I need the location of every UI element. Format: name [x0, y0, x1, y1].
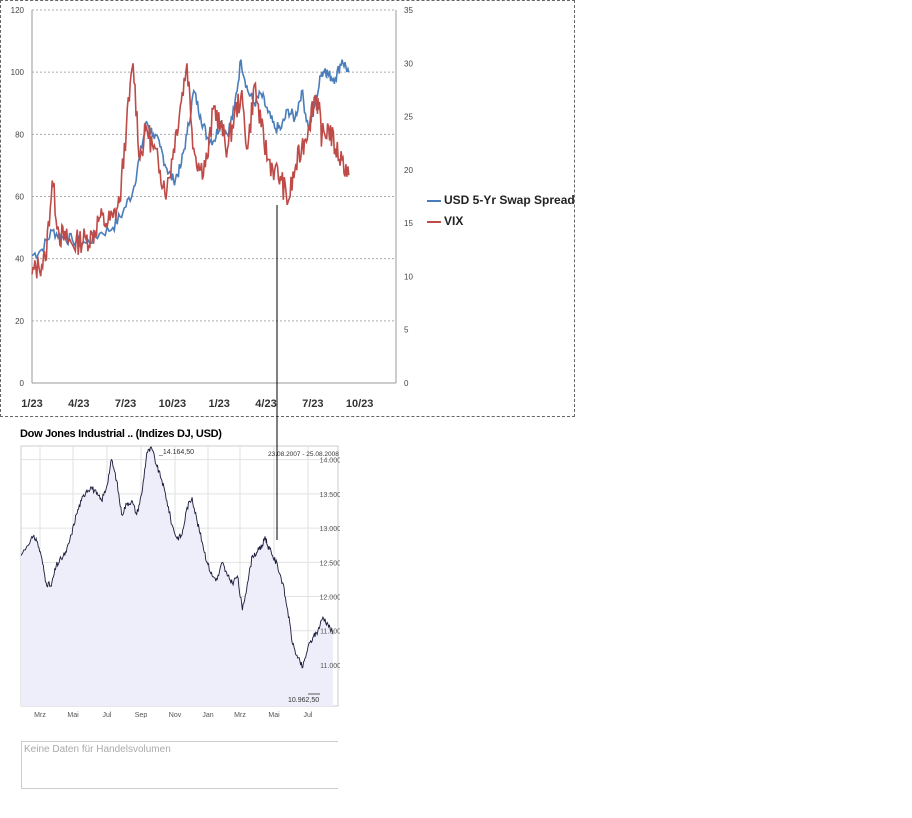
swap-spread-vix-chart: 0 20 40 60 80 100 120 0 5 10 15 20 25 30 35 1/23 4/23 7… — [11, 6, 414, 410]
top-left-tick-label: 20 — [15, 317, 24, 326]
top-right-tick-label: 20 — [404, 166, 413, 175]
dow-x-tick-label: Mrz — [234, 712, 246, 718]
top-right-tick-label: 10 — [404, 272, 413, 281]
top-chart-frame: 0 20 40 60 80 100 120 0 5 10 15 20 25 30 35 1/23 4/23 7… — [0, 0, 575, 417]
dow-jones-title: Dow Jones Industrial .. (Indizes DJ, USD… — [20, 428, 222, 440]
top-left-tick-label: 80 — [15, 130, 24, 139]
dow-high-label: _14.164,50 — [158, 449, 194, 456]
dow-range-label: 23.08.2007 - 25.08.2008 — [268, 451, 339, 458]
dow-y-tick-label: 12.000 — [320, 595, 340, 602]
dow-x-tick-label: Mrz — [34, 712, 46, 718]
top-right-tick-label: 25 — [404, 113, 413, 122]
top-x-tick-label: 7/23 — [115, 398, 136, 410]
dow-x-tick-label: Sep — [135, 712, 148, 718]
top-left-tick-label: 40 — [15, 255, 24, 264]
dow-y-tick-label: 14.000 — [320, 458, 340, 465]
dow-y-tick-label: 11.500 — [320, 629, 340, 636]
dow-line — [20, 446, 334, 669]
dow-jones-plot: 11.000 11.500 12.000 12.500 13.000 13.500 14.0… — [20, 445, 340, 718]
dow-x-tick-label: Mai — [67, 712, 79, 718]
legend-label-swap-spread: USD 5-Yr Swap Spread — [444, 193, 575, 207]
top-x-tick-label: 1/23 — [208, 398, 229, 410]
top-left-tick-label: 60 — [15, 193, 24, 202]
legend-swatch-vix — [427, 220, 441, 223]
legend-item-swap-spread: USD 5-Yr Swap Spread — [427, 193, 575, 207]
dow-y-tick-label: 13.000 — [320, 526, 340, 533]
legend-item-vix: VIX — [427, 214, 463, 228]
dow-x-tick-label: Nov — [169, 712, 182, 718]
top-x-tick-label: 10/23 — [346, 398, 374, 410]
top-right-tick-label: 0 — [404, 379, 409, 388]
dow-x-tick-label: Jul — [103, 712, 112, 718]
legend-label-vix: VIX — [444, 214, 464, 228]
dow-area-fill — [21, 447, 333, 706]
top-left-tick-label: 120 — [11, 6, 25, 15]
top-right-tick-label: 35 — [404, 6, 413, 15]
top-left-tick-label: 0 — [20, 379, 25, 388]
volume-panel: Keine Daten für Handelsvolumen — [21, 741, 338, 789]
dow-jones-chart: 11.000 11.500 12.000 12.500 13.000 13.500 14.0… — [20, 428, 340, 718]
dow-y-tick-label: 11.000 — [320, 663, 340, 670]
top-x-tick-label: 10/23 — [159, 398, 187, 410]
dow-low-label: 10.962,50 — [288, 697, 319, 704]
dow-x-tick-label: Jul — [304, 712, 313, 718]
top-right-tick-label: 15 — [404, 219, 413, 228]
legend-swatch-swap-spread — [427, 199, 441, 202]
top-right-tick-label: 30 — [404, 59, 413, 68]
top-x-tick-label: 7/23 — [302, 398, 323, 410]
top-x-tick-label: 4/23 — [68, 398, 89, 410]
dow-y-tick-label: 13.500 — [320, 492, 340, 499]
dow-x-tick-label: Mai — [268, 712, 280, 718]
top-right-tick-label: 5 — [404, 326, 409, 335]
top-x-tick-label: 1/23 — [21, 398, 42, 410]
dow-x-tick-label: Jan — [202, 712, 213, 718]
top-left-tick-label: 100 — [11, 68, 25, 77]
top-x-tick-label: 4/23 — [255, 398, 276, 410]
vix-line — [31, 63, 350, 279]
dow-y-tick-label: 12.500 — [320, 560, 340, 567]
volume-message: Keine Daten für Handelsvolumen — [24, 744, 171, 755]
